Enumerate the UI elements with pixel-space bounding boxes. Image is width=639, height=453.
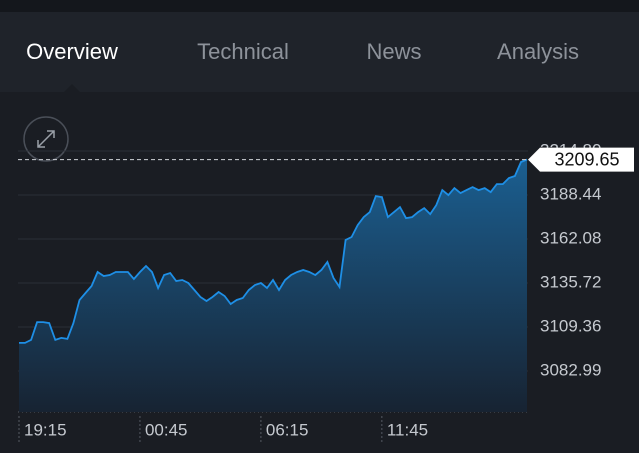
last-price-label: 3209.65: [554, 149, 619, 169]
y-tick-label: 3162.08: [540, 228, 601, 247]
y-tick-label: 3188.44: [540, 184, 601, 203]
x-tick-label: 00:45: [145, 420, 188, 439]
tab[interactable]: Overview: [26, 39, 118, 64]
expand-button[interactable]: [23, 116, 69, 162]
x-tick-label: 11:45: [387, 420, 428, 439]
y-tick-label: 3135.72: [540, 272, 601, 291]
tab-pointer: [64, 84, 80, 92]
line: [19, 158, 528, 344]
expand-icon: [37, 130, 55, 148]
x-tick-label: 19:15: [24, 420, 67, 439]
tab[interactable]: Analysis: [497, 39, 579, 64]
last-price-box: [528, 147, 634, 172]
y-tick-label: 3109.36: [540, 316, 601, 335]
tab[interactable]: Technical: [197, 39, 289, 64]
x-tick-label: 06:15: [266, 420, 309, 439]
y-tick-label: 3082.99: [540, 360, 601, 379]
area: [19, 159, 527, 412]
top-strip: [0, 0, 639, 12]
tab-bar: [0, 12, 639, 92]
tab[interactable]: News: [366, 39, 421, 64]
